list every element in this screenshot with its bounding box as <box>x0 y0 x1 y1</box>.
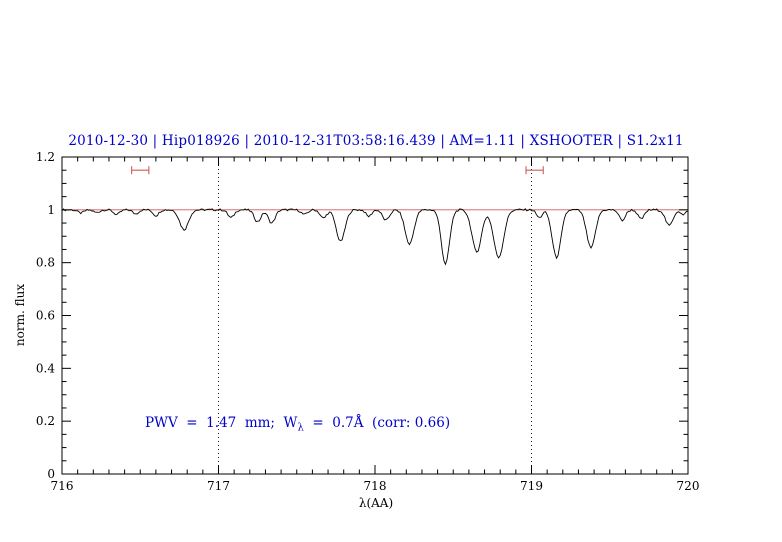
x-tick-label: 720 <box>677 479 700 493</box>
x-tick-label: 718 <box>364 479 387 493</box>
pwv-annotation-post: = 0.7Å (corr: 0.66) <box>303 415 451 431</box>
y-tick-label: 0.2 <box>36 414 55 428</box>
y-tick-label: 1.2 <box>36 150 55 164</box>
y-axis-label: norm. flux <box>13 283 27 347</box>
y-tick-label: 0.8 <box>36 256 55 270</box>
y-tick-label: 0.4 <box>36 361 55 375</box>
wavelength-marker <box>131 166 150 175</box>
x-tick-label: 717 <box>207 479 230 493</box>
pwv-annotation: PWV = 1.47 mm; Wλ = 0.7Å (corr: 0.66) <box>145 415 450 434</box>
y-tick-label: 0 <box>47 467 55 481</box>
spectrum-line <box>61 208 689 266</box>
y-tick-label: 0.6 <box>36 309 55 323</box>
pwv-annotation-pre: PWV = 1.47 mm; W <box>145 415 298 431</box>
x-axis-label: λ(AA) <box>358 496 394 510</box>
chart-title: 2010-12-30 | Hip018926 | 2010-12-31T03:5… <box>68 133 684 149</box>
pwv-annotation-sub: λ <box>297 422 304 434</box>
x-tick-label: 719 <box>520 479 543 493</box>
x-tick-label: 716 <box>51 479 74 493</box>
y-tick-label: 1 <box>47 203 55 217</box>
wavelength-marker <box>525 166 544 175</box>
